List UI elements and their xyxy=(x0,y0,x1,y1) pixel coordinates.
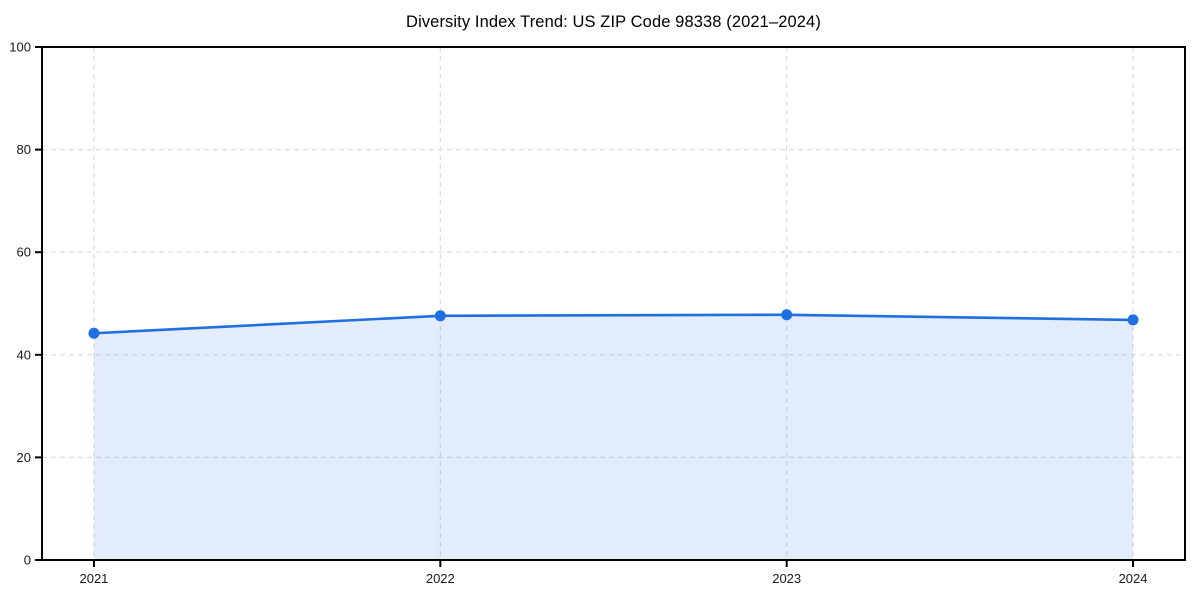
trend-line xyxy=(92,313,1135,335)
axes-box xyxy=(41,46,1186,561)
x-tick-label: 2021 xyxy=(79,571,108,586)
area-fill xyxy=(93,314,1134,560)
x-tick-label: 2022 xyxy=(426,571,455,586)
data-point xyxy=(781,309,793,321)
chart-title: Diversity Index Trend: US ZIP Code 98338… xyxy=(406,13,821,31)
y-tick-label: 100 xyxy=(9,40,31,55)
data-point xyxy=(1127,314,1139,326)
data-point xyxy=(434,310,446,322)
y-tick-label: 20 xyxy=(17,450,31,465)
y-tick-label: 80 xyxy=(17,142,31,157)
y-tick-label: 0 xyxy=(24,553,31,568)
y-tick-label: 60 xyxy=(17,245,31,260)
data-point xyxy=(88,327,100,339)
x-tick-label: 2024 xyxy=(1119,571,1148,586)
y-tick-label: 40 xyxy=(17,347,31,362)
x-tick-label: 2023 xyxy=(772,571,801,586)
